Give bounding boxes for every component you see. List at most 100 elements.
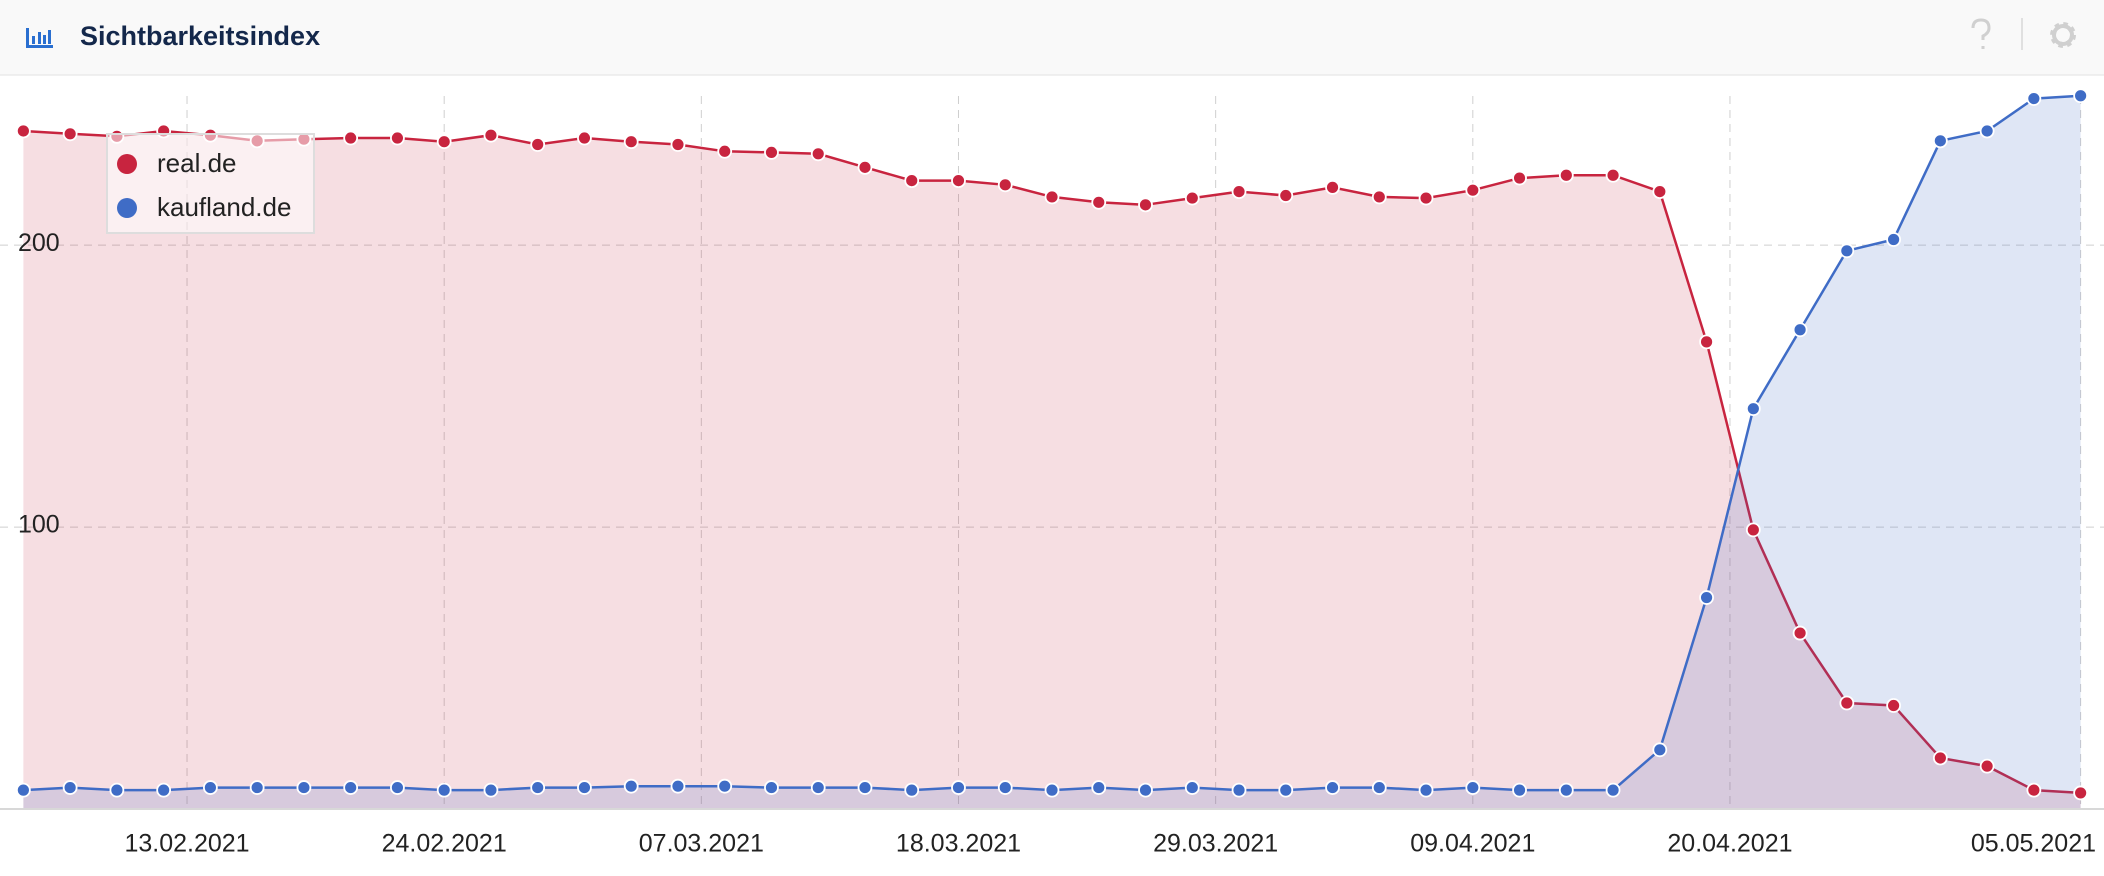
point <box>810 780 826 795</box>
point <box>1278 188 1294 203</box>
point <box>530 780 546 795</box>
point <box>1465 182 1481 198</box>
point <box>2026 782 2042 798</box>
legend-marker <box>117 154 137 174</box>
point <box>1839 695 1855 711</box>
chart-title: Sichtbarkeitsindex <box>80 21 320 51</box>
point <box>764 145 779 160</box>
point <box>436 134 452 150</box>
settings-icon[interactable] <box>2050 22 2076 48</box>
point <box>1652 742 1668 758</box>
point <box>1325 179 1340 195</box>
area <box>23 131 2081 809</box>
legend: real.de kaufland.de <box>106 133 315 234</box>
x-tick-label: 07.03.2021 <box>639 830 764 858</box>
point <box>1418 190 1434 206</box>
point <box>109 782 125 798</box>
point <box>1418 782 1434 798</box>
point <box>1278 782 1294 798</box>
point <box>1932 750 1948 766</box>
point <box>717 778 733 794</box>
point <box>670 778 686 794</box>
point <box>1371 189 1387 205</box>
point <box>1512 782 1527 798</box>
point <box>15 782 31 798</box>
plot-area: 100 200 13.02.2021 24.02.2021 07.03.2021 18.0… <box>0 88 2104 858</box>
point <box>1044 782 1060 798</box>
chart-icon <box>26 28 53 48</box>
point <box>997 780 1013 795</box>
point <box>296 780 312 795</box>
point <box>1231 184 1247 199</box>
point <box>2073 785 2089 801</box>
x-tick-label: 24.02.2021 <box>382 830 507 858</box>
point <box>577 780 592 795</box>
point <box>670 137 686 152</box>
point <box>764 780 779 795</box>
point <box>1138 782 1153 798</box>
header <box>0 0 2104 75</box>
point <box>623 778 639 794</box>
x-tick-label: 18.03.2021 <box>896 830 1021 858</box>
point <box>1044 189 1060 205</box>
point <box>951 173 966 188</box>
legend-marker <box>117 198 137 218</box>
y-tick-label: 100 <box>18 511 60 539</box>
point <box>717 143 733 159</box>
point <box>997 177 1013 193</box>
help-icon[interactable] <box>1971 18 1991 49</box>
point <box>810 146 826 162</box>
point <box>1792 625 1808 641</box>
point <box>62 780 78 795</box>
point <box>156 782 172 798</box>
point <box>483 782 499 798</box>
y-tick-label: 200 <box>18 229 60 257</box>
area <box>23 95 2081 809</box>
point <box>1091 780 1107 795</box>
legend-label: real.de <box>157 148 237 178</box>
point <box>951 780 966 795</box>
legend-box <box>106 133 315 234</box>
x-tick-label: 09.04.2021 <box>1410 830 1535 858</box>
legend-label: kaufland.de <box>157 192 291 222</box>
point <box>1231 782 1247 798</box>
point <box>623 134 639 150</box>
point <box>2073 88 2089 104</box>
point <box>904 782 920 798</box>
point <box>202 780 218 795</box>
point <box>1699 334 1714 350</box>
x-tick-label: 29.03.2021 <box>1153 830 1278 858</box>
point <box>343 780 359 795</box>
point <box>1091 194 1107 210</box>
point <box>1138 197 1153 213</box>
point <box>1512 170 1527 186</box>
point <box>1745 522 1761 538</box>
point <box>857 159 873 175</box>
point <box>1932 133 1948 149</box>
point <box>1979 758 1995 774</box>
point <box>1886 698 1901 713</box>
point <box>343 130 359 146</box>
point <box>483 127 499 143</box>
point <box>1558 167 1574 183</box>
point <box>1558 782 1574 798</box>
x-tick-label: 20.04.2021 <box>1667 830 1792 858</box>
point <box>15 123 31 139</box>
point <box>1699 590 1714 605</box>
point <box>436 782 452 798</box>
point <box>857 780 873 795</box>
point <box>1745 401 1761 417</box>
point <box>390 130 405 146</box>
point <box>2026 91 2042 106</box>
point <box>1886 232 1901 247</box>
point <box>1184 190 1200 206</box>
point <box>904 173 920 188</box>
point <box>1792 322 1808 338</box>
point <box>1839 243 1855 259</box>
point <box>577 130 592 146</box>
point <box>1184 780 1200 795</box>
point <box>1979 123 1995 139</box>
point <box>1605 167 1621 183</box>
x-tick-label: 05.05.2021 <box>1971 830 2096 858</box>
